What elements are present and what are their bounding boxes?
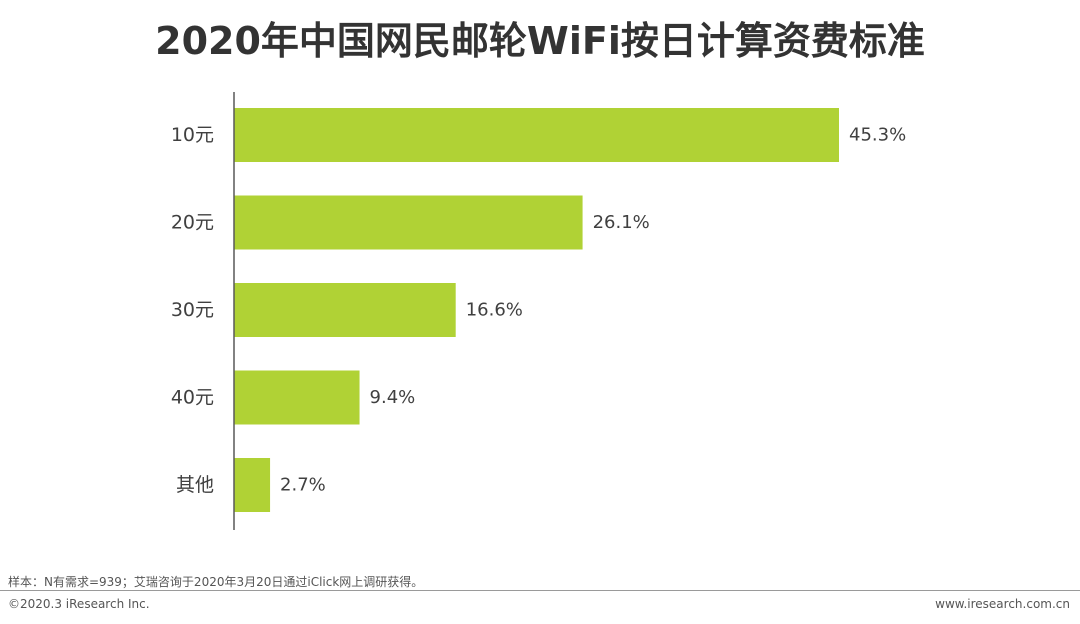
category-label: 30元 — [171, 299, 214, 321]
category-label: 20元 — [171, 212, 214, 234]
bar-3 — [234, 283, 456, 337]
category-label: 其他 — [176, 474, 214, 496]
bar-2 — [234, 195, 583, 250]
value-label: 2.7% — [280, 475, 326, 496]
category-label: 40元 — [171, 387, 214, 409]
chart-title: 2020年中国网民邮轮WiFi按日计算资费标准 — [155, 19, 925, 63]
labels-group: 10元 45.3% 20元 26.1% 30元 16.6% 40元 9.4% 其他 2.7% — [171, 124, 906, 496]
footer-divider — [0, 590, 1080, 591]
website-link[interactable]: www.iresearch.com.cn — [935, 597, 1070, 611]
category-label: 10元 — [171, 124, 214, 146]
bar-4 — [234, 370, 360, 425]
bar-chart: 10元 45.3% 20元 26.1% 30元 16.6% 40元 9.4% 其他 2.7% — [171, 92, 906, 530]
bar-1 — [234, 108, 839, 162]
value-label: 16.6% — [466, 300, 523, 321]
copyright-text: ©2020.3 iResearch Inc. — [8, 597, 150, 611]
bar-5 — [234, 458, 271, 512]
value-label: 45.3% — [849, 125, 906, 146]
value-label: 26.1% — [593, 212, 650, 233]
value-label: 9.4% — [370, 387, 416, 408]
sample-note: 样本：N有需求=939；艾瑞咨询于2020年3月20日通过iClick网上调研获… — [8, 575, 424, 589]
bars-group — [234, 108, 839, 512]
